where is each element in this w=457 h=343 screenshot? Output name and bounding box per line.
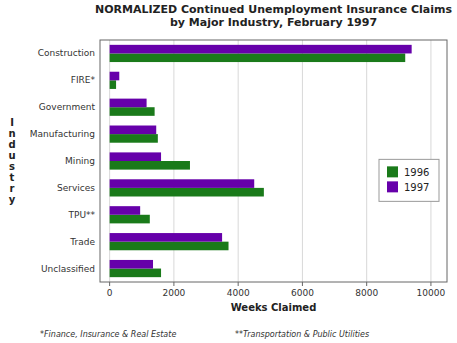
footnote: **Transportation & Public Utilities (235, 330, 369, 339)
bar (110, 126, 157, 135)
category-label: Trade (69, 237, 95, 247)
bar (110, 107, 155, 116)
legend-swatch (387, 181, 398, 192)
bar (110, 188, 264, 197)
x-axis: 0 2000 4000 6000 8000 10000 (107, 282, 446, 298)
tick-label: 8000 (355, 288, 378, 298)
y-label-line: t (10, 172, 15, 183)
bar (110, 72, 120, 81)
bar (110, 206, 141, 215)
tick-mark (302, 282, 303, 286)
category-label: Government (39, 102, 96, 112)
legend-box (379, 159, 439, 201)
bar (110, 53, 406, 62)
bar (110, 260, 153, 269)
bar (110, 134, 158, 143)
tick-label: 10000 (417, 288, 446, 298)
bar (110, 152, 161, 161)
category-label: Services (57, 183, 95, 193)
category-label: Mining (65, 156, 95, 166)
bar (110, 269, 161, 278)
category-label: Manufacturing (30, 129, 95, 139)
footnote: *Finance, Insurance & Real Estate (40, 330, 176, 339)
legend: 1996 1997 (379, 159, 439, 201)
tick-label: 4000 (227, 288, 250, 298)
y-label-line: u (8, 150, 15, 161)
y-label-line: y (9, 194, 16, 205)
title-line: NORMALIZED Continued Unemployment Insura… (95, 3, 453, 16)
tick-mark (109, 282, 110, 286)
y-label-line: n (8, 128, 15, 139)
bar (110, 215, 150, 224)
x-label: Weeks Claimed (231, 302, 317, 313)
legend-label: 1996 (404, 167, 429, 178)
title-line: by Major Industry, February 1997 (170, 16, 377, 29)
tick-label: 0 (107, 288, 113, 298)
bars (110, 45, 412, 277)
tick-mark (238, 282, 239, 286)
bar (110, 161, 190, 170)
grid-line (238, 40, 239, 282)
tick-label: 2000 (162, 288, 185, 298)
y-axis: Construction FIRE* Government Manufacturing… (30, 48, 96, 273)
category-label: FIRE* (71, 75, 96, 85)
title: NORMALIZED Continued Unemployment Insura… (95, 3, 453, 29)
y-label-line: I (10, 117, 14, 128)
grid-line (302, 40, 303, 282)
grid-line (366, 40, 367, 282)
tick-mark (430, 282, 431, 286)
bar (110, 179, 255, 188)
category-label: TPU** (67, 210, 95, 220)
bar (110, 99, 147, 108)
bar (110, 242, 229, 251)
tick-mark (173, 282, 174, 286)
legend-swatch (387, 166, 398, 177)
y-label-line: r (10, 183, 15, 194)
y-label-line: s (9, 161, 15, 172)
tick-label: 6000 (291, 288, 314, 298)
tick-mark (366, 282, 367, 286)
chart: NORMALIZED Continued Unemployment Insura… (0, 0, 457, 343)
bar (110, 45, 412, 54)
y-label: Industry (8, 117, 15, 205)
plot-frame (100, 40, 447, 282)
category-label: Unclassified (41, 264, 95, 274)
bar (110, 233, 222, 242)
y-label-line: d (8, 139, 15, 150)
category-label: Construction (38, 48, 95, 58)
legend-label: 1997 (404, 182, 429, 193)
bar (110, 80, 116, 89)
